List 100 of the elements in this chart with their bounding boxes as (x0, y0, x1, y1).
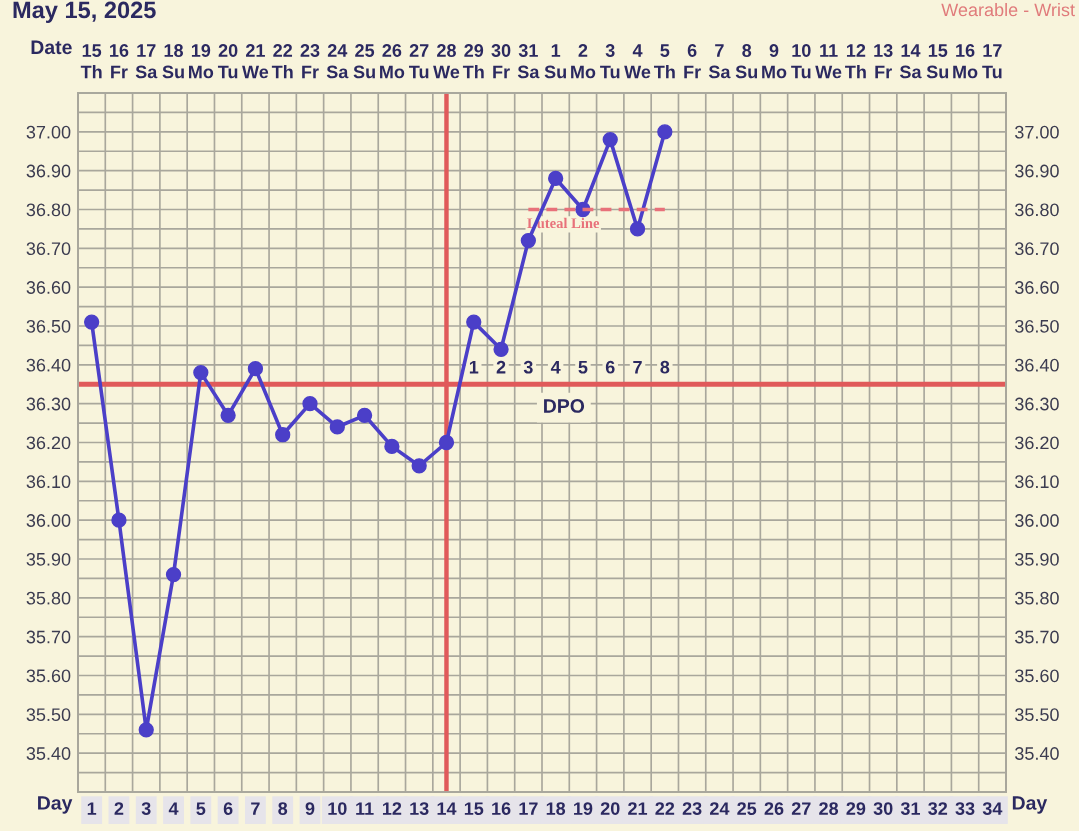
y-tick-label: 35.50 (26, 708, 71, 722)
x2-tick-label: 20 Tu (217, 44, 238, 79)
y2-tick-label: 36.70 (1015, 242, 1059, 256)
y-tick-label: 36.80 (26, 203, 71, 217)
x-tick-label: 13 (410, 802, 429, 816)
y-tick-label: 35.80 (26, 591, 71, 605)
text: Day (1012, 796, 1048, 814)
x2-tick-label: 30 Fr (491, 44, 511, 79)
x-tick-label: 11 (356, 802, 374, 815)
x2-tick-label: 7 Sa (708, 44, 731, 79)
y-tick-label: 37.00 (26, 125, 71, 139)
annotation: 7 (633, 360, 642, 374)
y-tick-label: 35.40 (26, 747, 71, 760)
y-tick-label: 36.00 (26, 514, 71, 527)
y2-tick-label: 35.70 (1015, 630, 1059, 644)
y2-tick-label: 35.80 (1015, 591, 1059, 605)
x2-tick-label: 9 Mo (762, 44, 787, 79)
x2-tick-label: 11 We (815, 44, 842, 79)
x-tick-label: 33 (955, 802, 975, 816)
x2-tick-label: 3 Tu (600, 44, 620, 79)
x-axis-title: Day (38, 796, 73, 814)
x-tick-label: 22 (655, 802, 675, 815)
x2-tick-label: 1 Su (544, 44, 566, 79)
x-tick-label: 9 (305, 802, 315, 815)
chart-title: May 15, 2025 (13, 1, 156, 24)
y2-tick-label: 36.20 (1015, 436, 1059, 450)
x2-axis-title: Date (31, 40, 72, 55)
y-tick-label: 36.20 (26, 436, 71, 450)
x-tick-label: 19 (574, 802, 593, 815)
x2-tick-label: 26 Mo (380, 44, 405, 79)
annotation: 8 (660, 360, 670, 374)
y2-tick-label: 35.60 (1015, 669, 1059, 683)
y2-tick-label: 36.40 (1015, 358, 1059, 372)
y2-tick-label: 36.00 (1015, 514, 1059, 527)
x2-tick-label: 17 Tu (982, 44, 1002, 79)
x-tick-label: 26 (764, 802, 784, 815)
y-tick-label: 36.40 (26, 358, 71, 372)
x2-tick-label: 21 We (242, 44, 269, 79)
y2-tick-label: 36.30 (1015, 397, 1059, 411)
x2-tick-label: 16 Fr (110, 44, 129, 79)
annotation: 4 (550, 360, 561, 374)
y2-tick-label: 37.00 (1015, 125, 1059, 139)
x2-tick-label: 6 Fr (684, 44, 701, 79)
x-tick-label: 27 (791, 802, 811, 815)
x2-tick-label: 31 Sa (517, 44, 540, 79)
x-tick-label: 2 (114, 802, 124, 815)
x-tick-label: 32 (928, 802, 948, 816)
x-tick-label: 15 (464, 802, 484, 815)
x2-tick-label: 4 We (624, 44, 651, 79)
y-tick-label: 36.70 (26, 242, 71, 256)
x-tick-label: 29 (846, 802, 866, 815)
x-tick-label: 8 (278, 802, 288, 815)
x-tick-label: 17 (519, 802, 538, 815)
y-tick-label: 35.70 (26, 630, 71, 644)
x-tick-label: 6 (223, 802, 233, 815)
annotation: 1 (469, 360, 479, 374)
x2-tick-label: 16 Mo (953, 44, 978, 79)
x2-tick-label: 5 Th (654, 44, 675, 79)
x-tick-label: 4 (168, 802, 179, 815)
y2-tick-label: 36.50 (1015, 319, 1059, 333)
x-tick-label: 3 (141, 802, 151, 816)
x2-tick-label: 24 Sa (326, 44, 349, 79)
y-tick-label: 36.50 (26, 319, 71, 333)
x-tick-label: 10 (328, 802, 347, 815)
x2-tick-label: 28 We (433, 44, 460, 79)
x-tick-label: 34 (982, 802, 1003, 816)
x-tick-label: 25 (737, 802, 757, 815)
x2-tick-label: 15 Th (80, 44, 102, 79)
x-tick-label: 12 (382, 802, 402, 815)
y2-tick-label: 35.50 (1015, 708, 1059, 722)
y-tick-label: 36.60 (26, 281, 71, 294)
x2-tick-label: 8 Su (735, 44, 758, 79)
y-tick-label: 35.90 (26, 552, 71, 566)
x-tick-label: 21 (628, 802, 648, 815)
x2-tick-label: 13 Fr (874, 44, 893, 79)
x-tick-label: 24 (710, 802, 730, 815)
x-tick-label: 31 (900, 802, 921, 816)
x-tick-label: 7 (251, 802, 260, 815)
x2-tick-label: 27 Tu (409, 44, 429, 79)
x-tick-label: 14 (437, 802, 457, 815)
x2-tick-label: 23 Fr (300, 44, 320, 79)
annotation: 6 (605, 360, 615, 374)
x2-tick-label: 2 Mo (571, 44, 596, 79)
y2-tick-label: 36.80 (1015, 203, 1059, 217)
annotation: 5 (578, 360, 588, 374)
annotation: DPO (544, 399, 585, 413)
x2-tick-label: 22 Th (271, 44, 293, 79)
x-tick-label: 5 (196, 802, 206, 815)
x-tick-label: 18 (546, 802, 566, 815)
x-tick-label: 28 (819, 802, 839, 815)
x2-tick-label: 15 Su (926, 44, 949, 79)
x2-tick-label: 19 Mo (189, 44, 214, 79)
text: Wearable - Wrist (941, 3, 1075, 17)
x2-tick-label: 14 Sa (899, 44, 922, 79)
x2-tick-label: 10 Tu (791, 44, 811, 79)
y-tick-label: 36.90 (26, 164, 71, 178)
x2-tick-label: 18 Su (162, 44, 184, 79)
x2-tick-label: 12 Th (845, 44, 866, 79)
x-tick-label: 1 (87, 802, 97, 815)
y-tick-label: 35.60 (26, 669, 71, 683)
